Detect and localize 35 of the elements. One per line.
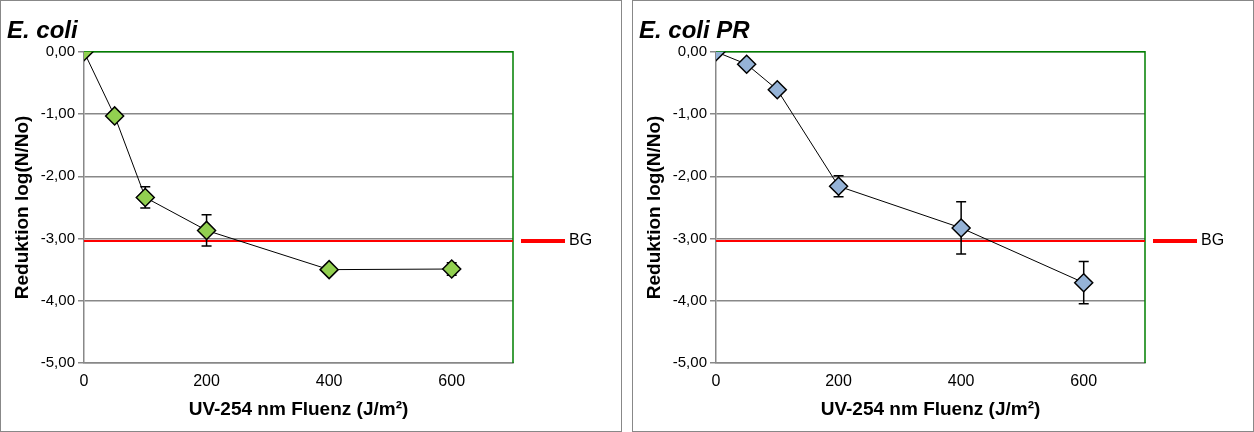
chart-title: E. coli [7,16,80,44]
y-tick-label: 0,00 [45,41,75,59]
y-axis-title: Reduktion log(N/No) [642,115,664,300]
y-tick-label: -2,00 [672,166,707,184]
x-tick-label: 400 [315,372,343,390]
chart-title: E. coli PR [639,16,751,44]
x-tick-label: 200 [193,372,221,390]
y-tick-label: -4,00 [40,290,75,308]
ref-line-label: BG [1201,231,1225,249]
x-tick-label: 600 [1070,372,1098,390]
point [951,218,971,238]
point [319,259,339,280]
y-tick-label: -1,00 [40,104,75,122]
x-tick-label: 200 [825,372,853,390]
x-axis-title: UV-254 nm Fluenz (J/m²) [820,397,1041,419]
y-axis-title: Reduktion log(N/No) [10,115,32,300]
x-tick-label: 600 [438,372,466,390]
point [196,220,217,241]
y-tick-label: -2,00 [40,166,75,184]
x-tick-label: 0 [711,372,721,390]
x-axis-title: UV-254 nm Fluenz (J/m²) [188,397,409,419]
y-tick-label: -3,00 [40,228,75,246]
y-tick-label: 0,00 [677,41,707,59]
y-tick-label: -1,00 [672,104,707,122]
point [736,54,757,74]
y-tick-label: -3,00 [672,228,707,246]
point [1073,272,1094,293]
y-tick-label: -5,00 [672,353,707,371]
y-tick-label: -5,00 [40,353,75,371]
x-tick-label: 400 [947,372,975,390]
point [104,106,125,126]
ref-line-label: BG [569,231,593,249]
point [767,80,788,100]
x-tick-label: 0 [79,372,89,390]
y-tick-label: -4,00 [672,290,707,308]
